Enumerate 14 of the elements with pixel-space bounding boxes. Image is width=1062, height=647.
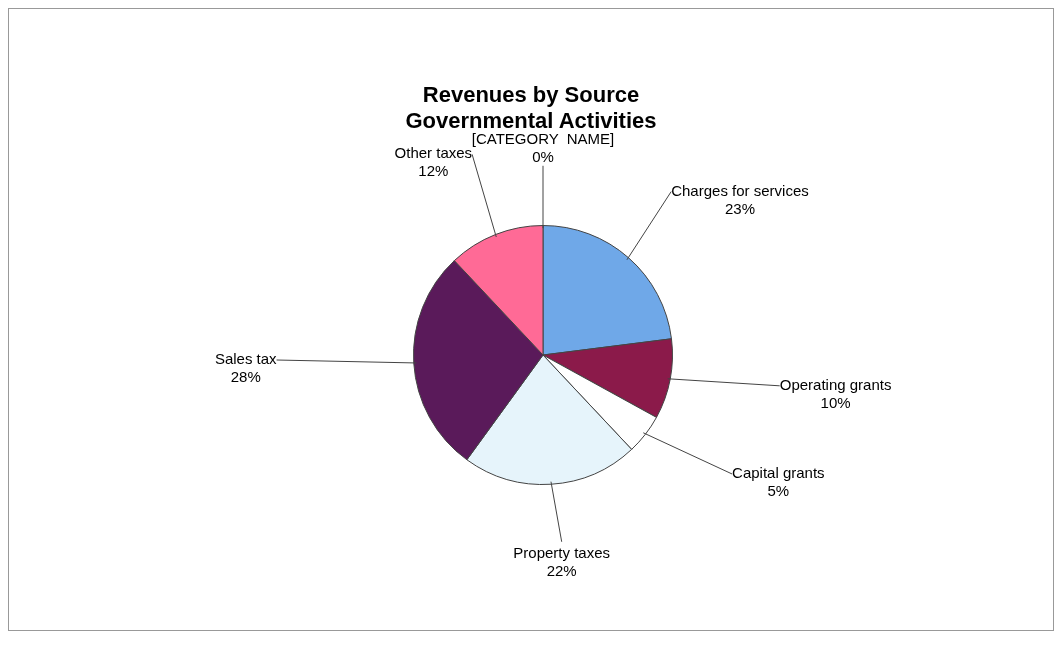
- slice-label: Capital grants: [732, 464, 825, 482]
- chart-title: Revenues by Source: [421, 82, 641, 108]
- data-label: 28%: [230, 368, 261, 386]
- slice-label: Sales tax: [214, 350, 278, 368]
- data-label: 12%: [418, 162, 449, 180]
- slice-label: Operating grants: [779, 375, 892, 393]
- data-label: 10%: [820, 393, 851, 411]
- text: 0%: [532, 147, 554, 165]
- slice-label: Property taxes: [513, 543, 611, 561]
- data-label: 22%: [546, 561, 577, 579]
- slice-label: Charges for services: [671, 181, 809, 199]
- data-label: 5%: [767, 482, 790, 500]
- slice-label: Other taxes: [394, 144, 473, 162]
- data-label: 23%: [724, 199, 755, 217]
